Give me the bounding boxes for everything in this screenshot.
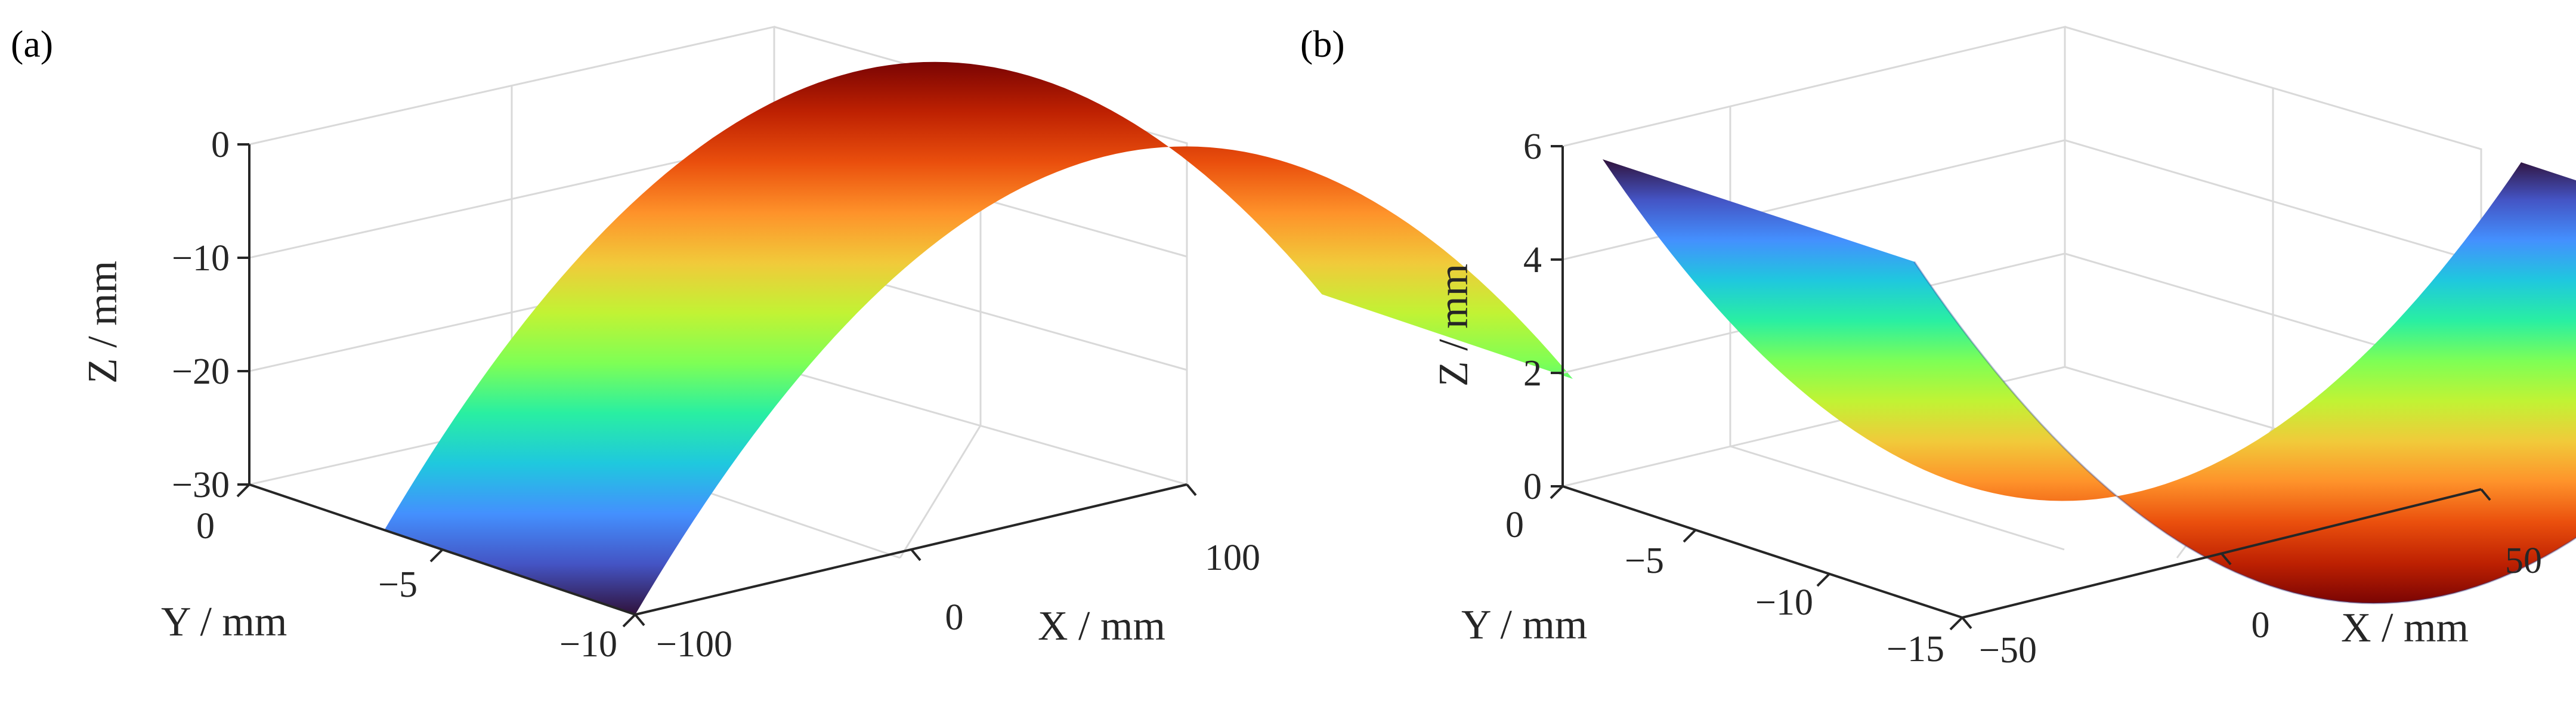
y-axis-label-a: Y / mm — [161, 599, 287, 645]
panel-b: (b) — [1300, 23, 2576, 671]
y-tick-label-b-2: −10 — [1755, 582, 1813, 623]
y-tick-label-b-1: −5 — [1625, 541, 1664, 581]
z-tick-label-a-3: −30 — [172, 465, 230, 505]
x-tick-label-a-0: −100 — [656, 624, 732, 665]
surface-patch-b — [1603, 159, 2576, 604]
x-tickmark-b-2 — [2480, 488, 2491, 501]
x-tickmark-b-0 — [1961, 616, 1972, 629]
z-tick-label-a-0: 0 — [211, 125, 230, 165]
z-axis-label-a: Z / mm — [80, 261, 126, 384]
y-tickmark-a-0 — [236, 483, 251, 498]
y-tick-label-b-0: 0 — [1505, 505, 1524, 545]
x-tickmark-a-0 — [634, 613, 645, 627]
x-tickmark-a-1 — [910, 548, 921, 561]
z-tick-label-b-2: 2 — [1523, 353, 1542, 394]
x-tick-label-b-1: 0 — [2252, 605, 2270, 646]
y-tickmark-b-3 — [1949, 616, 1963, 631]
zgrid-b-1 — [1562, 139, 2065, 261]
axes-a: 0 −10 −20 −30 0 −5 −10 −100 0 100 Z / mm… — [80, 125, 1260, 665]
axes-b: 6 4 2 0 0 −5 −10 −15 −50 0 50 Z / mm Y /… — [1431, 126, 2542, 671]
y-axis-b — [1562, 485, 1963, 619]
x-axis-label-b: X / mm — [2341, 605, 2469, 651]
surface-front-rim-b — [1913, 261, 2576, 604]
y-tickmark-b-0 — [1550, 485, 1564, 499]
xgrid-a-floor — [899, 425, 982, 558]
x-tickmark-a-2 — [1186, 483, 1197, 496]
surface-patch-a — [384, 61, 1573, 615]
panel-label-b: (b) — [1300, 23, 1345, 65]
surface-a — [384, 61, 1573, 615]
z-tick-label-a-2: −20 — [172, 351, 230, 392]
z-tick-label-b-0: 6 — [1523, 126, 1542, 167]
x-tick-label-b-0: −50 — [1979, 630, 2037, 671]
ygrid-b-floor — [1730, 445, 2065, 551]
y-tick-label-a-2: −10 — [559, 624, 617, 665]
z-tick-label-b-1: 4 — [1523, 240, 1542, 280]
x-tick-label-a-1: 0 — [945, 597, 964, 638]
y-tickmark-a-2 — [622, 613, 636, 628]
y-tick-label-a-1: −5 — [378, 564, 418, 605]
y-axis-label-b: Y / mm — [1461, 602, 1587, 648]
x-axis-b — [1962, 488, 2482, 619]
z-tick-label-b-3: 0 — [1523, 467, 1542, 507]
surface-b — [1603, 159, 2576, 604]
y-tick-label-b-3: −15 — [1887, 629, 1944, 669]
x-axis-a — [635, 483, 1188, 616]
panel-a: (a) — [11, 23, 1573, 665]
y-tickmark-b-2 — [1816, 573, 1830, 587]
x-tick-label-a-2: 100 — [1205, 538, 1260, 578]
y-tick-label-a-0: 0 — [196, 506, 215, 547]
z-axis-label-b: Z / mm — [1431, 264, 1477, 387]
panel-label-a: (a) — [11, 23, 53, 65]
y-tickmark-a-1 — [429, 548, 444, 563]
y-tickmark-b-1 — [1683, 529, 1697, 543]
z-tick-label-a-1: −10 — [172, 238, 230, 279]
x-tickmark-b-1 — [2221, 553, 2232, 566]
x-axis-label-a: X / mm — [1038, 603, 1165, 649]
x-tick-label-b-2: 50 — [2505, 541, 2542, 581]
